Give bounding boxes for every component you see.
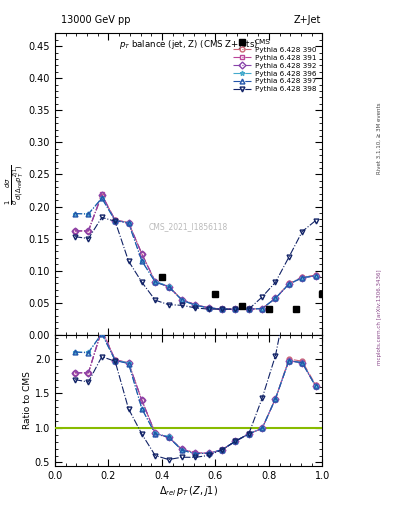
- Text: Rivet 3.1.10, ≥ 3M events: Rivet 3.1.10, ≥ 3M events: [377, 102, 382, 174]
- Text: mcplots.cern.ch [arXiv:1306.3436]: mcplots.cern.ch [arXiv:1306.3436]: [377, 270, 382, 365]
- Legend: CMS, Pythia 6.428 390, Pythia 6.428 391, Pythia 6.428 392, Pythia 6.428 396, Pyt: CMS, Pythia 6.428 390, Pythia 6.428 391,…: [231, 37, 319, 94]
- Y-axis label: $\frac{1}{\sigma}\frac{d\sigma}{d(\Delta_{rel}p_T^{Zj1})}$: $\frac{1}{\sigma}\frac{d\sigma}{d(\Delta…: [4, 164, 26, 204]
- Text: $p_T$ balance (jet, Z) (CMS Z+jets): $p_T$ balance (jet, Z) (CMS Z+jets): [119, 38, 258, 51]
- Text: CMS_2021_I1856118: CMS_2021_I1856118: [149, 222, 228, 231]
- X-axis label: $\Delta_{rel}\,p_T\,(Z,j1)$: $\Delta_{rel}\,p_T\,(Z,j1)$: [159, 483, 218, 498]
- Text: Z+Jet: Z+Jet: [294, 15, 321, 26]
- Text: 13000 GeV pp: 13000 GeV pp: [61, 15, 130, 26]
- Y-axis label: Ratio to CMS: Ratio to CMS: [23, 371, 32, 429]
